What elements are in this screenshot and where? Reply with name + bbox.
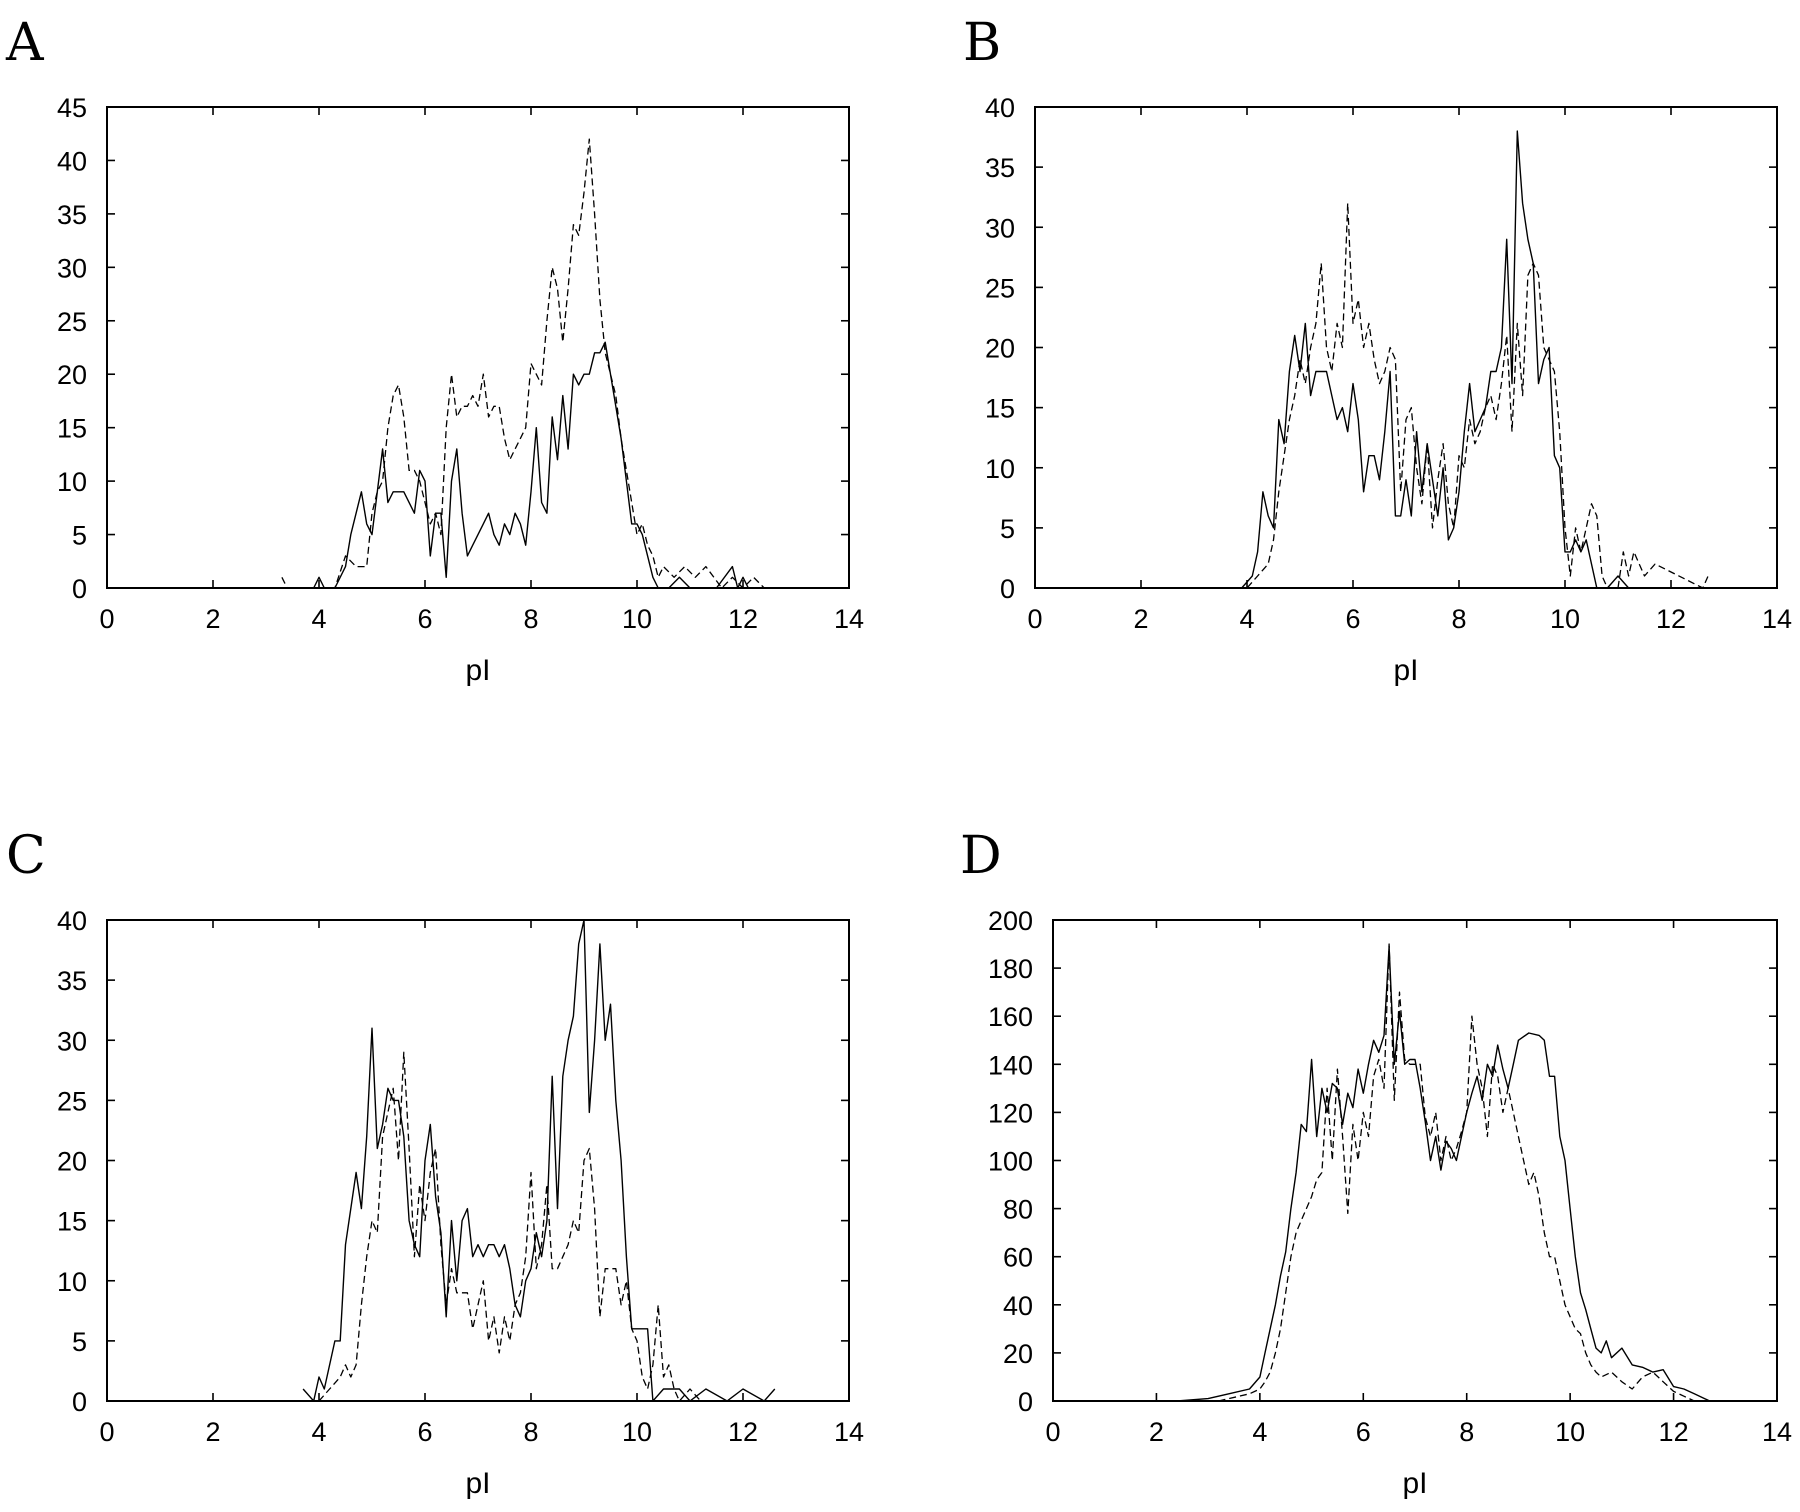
y-tick-label: 0 — [72, 574, 87, 604]
x-tick-label: 10 — [622, 1417, 652, 1447]
x-tick-label: 10 — [622, 604, 652, 634]
chart-panel-c: C 0 2 4 6 8 10 12 14 0 5 10 15 20 25 30 35 40 pI — [6, 826, 864, 1500]
series-line-solid — [1241, 130, 1630, 589]
plot-frame — [1052, 919, 1778, 1402]
panel-letter: B — [963, 13, 1001, 73]
series-line-dashed — [1218, 943, 1695, 1402]
y-tick-label: 10 — [985, 454, 1015, 484]
panel-letter: D — [960, 826, 1002, 886]
x-tick-label: 8 — [523, 1417, 538, 1447]
x-tick-label: 12 — [728, 1417, 758, 1447]
y-tick-label: 25 — [57, 1086, 87, 1116]
y-tick-label: 45 — [57, 93, 87, 123]
chart-panel-d: D0 2 4 6 8 10 12 14020406080100120140160180200p… — [960, 826, 1792, 1500]
plot-frame — [106, 106, 850, 589]
y-tick-label: 10 — [57, 1267, 87, 1297]
panel-letter: C — [6, 826, 46, 886]
x-axis-title: pI — [1402, 1467, 1427, 1500]
y-tick-label: 40 — [57, 906, 87, 936]
x-axis-title: pI — [465, 1467, 490, 1500]
y-tick-label: 15 — [985, 394, 1015, 424]
x-tick-label: 10 — [1550, 604, 1580, 634]
x-tick-label: 0 — [99, 604, 114, 634]
x-tick-label: 0 — [1027, 604, 1042, 634]
x-tick-label: 14 — [834, 1417, 864, 1447]
x-tick-label: 0 — [99, 1417, 114, 1447]
y-tick-label: 0 — [1000, 574, 1015, 604]
y-tick-label: 0 — [72, 1387, 87, 1417]
x-tick-label: 0 — [1045, 1417, 1060, 1447]
x-tick-label: 8 — [523, 604, 538, 634]
x-tick-label: 12 — [728, 604, 758, 634]
y-tick-label: 20 — [57, 1147, 87, 1177]
y-tick-label: 5 — [72, 521, 87, 551]
y-tick-label: 60 — [1003, 1243, 1033, 1273]
x-tick-label: 12 — [1656, 604, 1686, 634]
x-tick-label: 14 — [1762, 604, 1792, 634]
y-tick-label: 120 — [988, 1098, 1033, 1128]
y-tick-label: 40 — [985, 93, 1015, 123]
x-tick-label: 2 — [205, 604, 220, 634]
series-line-solid — [302, 919, 776, 1402]
x-tick-label: 4 — [1252, 1417, 1267, 1447]
series-line-solid — [313, 341, 754, 589]
y-tick-label: 15 — [57, 414, 87, 444]
chart-panel-b: B 0 2 4 6 8 10 12 14 0 5 10 15 20 25 30 35 40 pI — [963, 13, 1792, 687]
y-tick-label: 35 — [985, 153, 1015, 183]
x-tick-label: 14 — [1762, 1417, 1792, 1447]
y-tick-label: 15 — [57, 1207, 87, 1237]
y-tick-label: 140 — [988, 1050, 1033, 1080]
y-tick-label: 100 — [988, 1147, 1033, 1177]
y-tick-label: 5 — [72, 1327, 87, 1357]
plot-frame — [106, 919, 850, 1402]
y-tick-label: 80 — [1003, 1195, 1033, 1225]
x-tick-label: 12 — [1659, 1417, 1689, 1447]
x-tick-label: 6 — [417, 1417, 432, 1447]
x-tick-label: 4 — [311, 1417, 326, 1447]
series-line-dashed — [1236, 202, 1709, 589]
x-tick-label: 6 — [1345, 604, 1360, 634]
y-tick-label: 30 — [985, 213, 1015, 243]
y-tick-label: 20 — [985, 334, 1015, 364]
y-tick-label: 10 — [57, 467, 87, 497]
x-axis-title: pI — [1393, 654, 1418, 687]
y-tick-label: 30 — [57, 1026, 87, 1056]
x-tick-label: 6 — [417, 604, 432, 634]
plot-frame — [1034, 106, 1778, 589]
y-tick-label: 25 — [985, 273, 1015, 303]
y-tick-label: 20 — [57, 360, 87, 390]
chart-panel-a: A 0 2 4 6 8 10 12 14 0 5 10 15 20 25 30 35 40 45 pI — [5, 13, 864, 687]
y-tick-label: 200 — [988, 906, 1033, 936]
y-tick-label: 40 — [1003, 1291, 1033, 1321]
x-tick-label: 2 — [1149, 1417, 1164, 1447]
y-tick-label: 180 — [988, 954, 1033, 984]
y-tick-label: 25 — [57, 307, 87, 337]
panel-letter: A — [5, 13, 45, 73]
series-line-solid — [1177, 945, 1711, 1402]
x-axis-title: pI — [465, 654, 490, 687]
x-tick-label: 2 — [1133, 604, 1148, 634]
x-tick-label: 4 — [1239, 604, 1254, 634]
y-tick-label: 30 — [57, 253, 87, 283]
y-tick-label: 40 — [57, 146, 87, 176]
y-tick-label: 35 — [57, 200, 87, 230]
x-tick-label: 10 — [1555, 1417, 1585, 1447]
x-tick-label: 14 — [834, 604, 864, 634]
x-tick-label: 6 — [1356, 1417, 1371, 1447]
y-tick-label: 20 — [1003, 1339, 1033, 1369]
y-tick-label: 5 — [1000, 514, 1015, 544]
x-tick-label: 8 — [1459, 1417, 1474, 1447]
series-line-dashed — [281, 138, 765, 589]
y-tick-label: 160 — [988, 1002, 1033, 1032]
x-tick-label: 4 — [311, 604, 326, 634]
x-tick-label: 2 — [205, 1417, 220, 1447]
y-tick-label: 35 — [57, 966, 87, 996]
series-line-dashed — [318, 1051, 712, 1402]
y-tick-label: 0 — [1018, 1387, 1033, 1417]
x-tick-label: 8 — [1451, 604, 1466, 634]
